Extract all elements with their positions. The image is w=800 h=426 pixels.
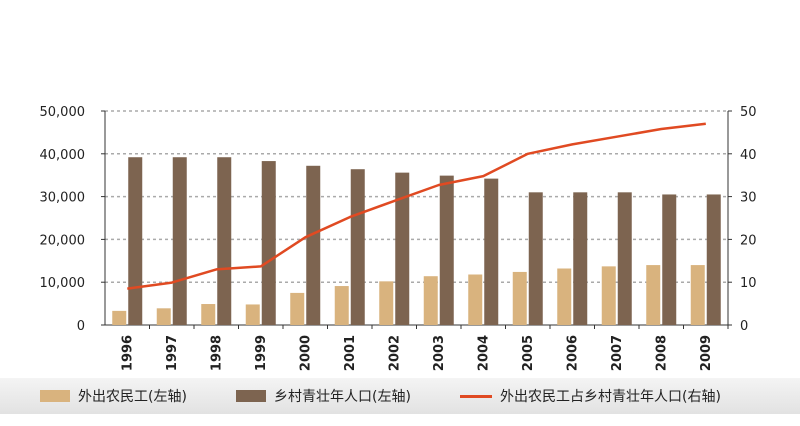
bar-migrant-workers bbox=[512, 271, 527, 325]
x-tick-label: 1999 bbox=[254, 335, 269, 371]
legend-swatch-ratio bbox=[460, 394, 492, 398]
legend: 外出农民工(左轴) 乡村青壮年人口(左轴) 外出农民工占乡村青壮年人口(右轴) bbox=[0, 378, 800, 414]
bar-rural-youth bbox=[573, 192, 588, 325]
bar-rural-youth bbox=[350, 169, 365, 325]
bar-migrant-workers bbox=[290, 292, 305, 325]
left-tick-label: 20,000 bbox=[40, 233, 86, 248]
legend-item-migrant-workers: 外出农民工(左轴) bbox=[40, 378, 187, 414]
bar-migrant-workers bbox=[201, 304, 216, 325]
x-tick-label: 1996 bbox=[120, 335, 135, 371]
left-tick-label: 10,000 bbox=[40, 276, 86, 291]
legend-swatch-migrant-workers bbox=[40, 390, 70, 402]
bar-rural-youth bbox=[439, 175, 454, 325]
bar-migrant-workers bbox=[646, 265, 661, 325]
bar-rural-youth bbox=[128, 157, 143, 325]
legend-swatch-rural-youth bbox=[236, 390, 266, 402]
left-tick-label: 50,000 bbox=[40, 105, 86, 120]
bar-rural-youth bbox=[172, 157, 187, 325]
right-tick-label: 10 bbox=[740, 276, 757, 291]
bar-migrant-workers bbox=[690, 265, 705, 325]
x-tick-label: 2000 bbox=[298, 335, 313, 371]
bar-rural-youth bbox=[528, 192, 543, 325]
x-tick-label: 2005 bbox=[521, 335, 536, 371]
bar-migrant-workers bbox=[245, 304, 260, 325]
x-tick-label: 1997 bbox=[165, 335, 180, 371]
legend-item-ratio: 外出农民工占乡村青壮年人口(右轴) bbox=[460, 378, 721, 414]
x-tick-label: 1998 bbox=[209, 335, 224, 371]
bar-migrant-workers bbox=[468, 274, 483, 325]
x-tick-label: 2006 bbox=[565, 335, 580, 371]
x-tick-label: 2007 bbox=[610, 335, 625, 371]
legend-label-ratio: 外出农民工占乡村青壮年人口(右轴) bbox=[500, 389, 721, 405]
right-tick-label: 50 bbox=[740, 105, 757, 120]
bar-migrant-workers bbox=[557, 268, 572, 325]
bar-migrant-workers bbox=[156, 308, 171, 325]
right-tick-label: 40 bbox=[740, 148, 757, 163]
left-tick-label: 0 bbox=[77, 319, 85, 334]
x-tick-label: 2008 bbox=[654, 335, 669, 371]
left-tick-label: 30,000 bbox=[40, 191, 86, 206]
x-tick-label: 2001 bbox=[343, 335, 358, 371]
x-tick-label: 2009 bbox=[699, 335, 714, 371]
bar-migrant-workers bbox=[423, 276, 438, 325]
left-tick-label: 40,000 bbox=[40, 148, 86, 163]
legend-label-migrant-workers: 外出农民工(左轴) bbox=[78, 389, 187, 405]
bar-rural-youth bbox=[395, 172, 410, 325]
x-tick-label: 2002 bbox=[387, 335, 402, 371]
right-tick-label: 20 bbox=[740, 233, 757, 248]
bar-rural-youth bbox=[706, 194, 721, 325]
legend-label-rural-youth: 乡村青壮年人口(左轴) bbox=[274, 389, 411, 405]
x-tick-label: 2003 bbox=[432, 335, 447, 371]
bar-rural-youth bbox=[662, 194, 677, 325]
bar-migrant-workers bbox=[334, 286, 349, 325]
bar-rural-youth bbox=[484, 178, 499, 325]
bar-migrant-workers bbox=[112, 310, 127, 325]
bar-migrant-workers bbox=[601, 266, 616, 325]
bar-migrant-workers bbox=[379, 281, 394, 325]
bar-rural-youth bbox=[261, 161, 276, 325]
right-tick-label: 30 bbox=[740, 191, 757, 206]
chart-svg: 0 10,000 20,000 30,000 40,000 50,000 0 10 20 30 40… bbox=[40, 105, 757, 371]
bar-rural-youth bbox=[306, 165, 321, 325]
x-tick-label: 2004 bbox=[476, 335, 491, 371]
right-tick-label: 0 bbox=[740, 319, 748, 334]
bar-rural-youth bbox=[217, 157, 232, 325]
legend-item-rural-youth: 乡村青壮年人口(左轴) bbox=[236, 378, 411, 414]
line-ratio bbox=[127, 122, 706, 290]
bar-rural-youth bbox=[617, 192, 632, 325]
